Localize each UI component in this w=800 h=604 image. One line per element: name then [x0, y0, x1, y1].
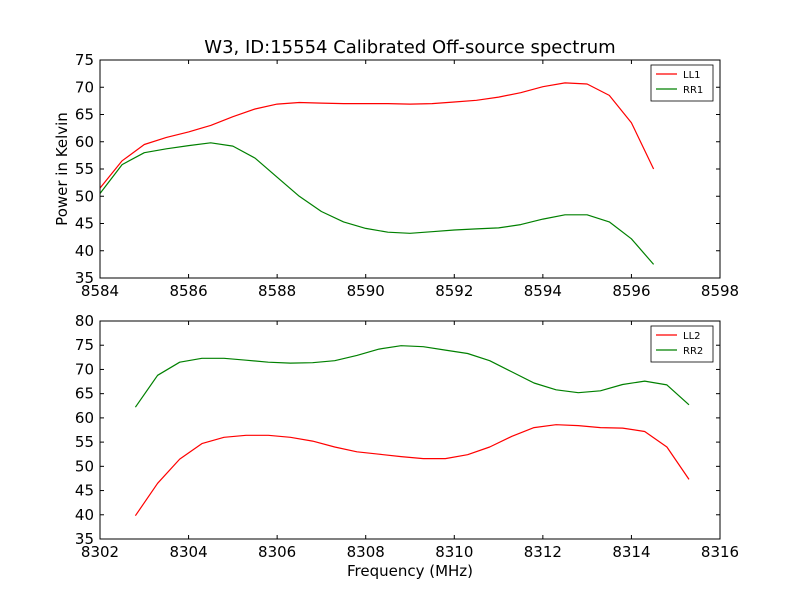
series-line-rr1	[100, 142, 655, 265]
y-tick-label: 40	[75, 242, 94, 260]
legend-box	[650, 325, 714, 363]
y-tick-label: 60	[75, 133, 94, 151]
y-tick-label: 60	[75, 409, 94, 427]
y-tick-label: 40	[75, 506, 94, 524]
y-axis-label: Power in Kelvin	[53, 112, 71, 226]
legend-box	[650, 64, 714, 102]
legend-label-ll1: LL1	[683, 70, 701, 81]
x-tick-label: 8590	[347, 282, 385, 300]
y-tick-label: 55	[75, 160, 94, 178]
y-tick-label: 65	[75, 385, 94, 403]
x-tick-label: 8314	[612, 543, 650, 561]
series-line-ll2	[134, 424, 690, 517]
series-group	[100, 82, 655, 265]
axes-frame	[99, 320, 721, 540]
x-tick-label: 8592	[435, 282, 473, 300]
panel-1: 8584 8586 8588 8590 8592 8594 8596 8598 35 40 45 50…	[53, 51, 739, 300]
series-group	[134, 345, 690, 517]
x-tick-label: 8308	[347, 543, 385, 561]
y-tick-label: 45	[75, 482, 94, 500]
x-tick-label: 8588	[258, 282, 296, 300]
y-tick-label: 35	[75, 530, 94, 548]
x-tick-label: 8598	[701, 282, 739, 300]
y-tick-label: 70	[75, 360, 94, 378]
y-tick-label: 35	[75, 269, 94, 287]
panels: 8584 8586 8588 8590 8592 8594 8596 8598 35 40 45 50…	[53, 51, 739, 561]
series-line-rr2	[134, 345, 690, 408]
legend-label-rr1: RR1	[683, 85, 703, 96]
y-tick-label: 80	[75, 312, 94, 330]
legend-label-ll2: LL2	[683, 331, 701, 342]
y-tick-label: 55	[75, 433, 94, 451]
y-tick-label: 45	[75, 215, 94, 233]
chart-title: W3, ID:15554 Calibrated Off-source spect…	[204, 37, 615, 58]
x-tick-label: 8306	[258, 543, 296, 561]
x-tick-label: 8312	[524, 543, 562, 561]
x-tick-label: 8310	[435, 543, 473, 561]
x-tick-label: 8304	[169, 543, 207, 561]
x-tick-label: 8584	[81, 282, 119, 300]
y-tick-label: 50	[75, 187, 94, 205]
y-tick-label: 75	[75, 336, 94, 354]
y-tick-label: 65	[75, 106, 94, 124]
x-tick-label: 8596	[612, 282, 650, 300]
y-tick-label: 70	[75, 78, 94, 96]
x-tick-label: 8302	[81, 543, 119, 561]
y-tick-label: 75	[75, 51, 94, 69]
x-axis-label: Frequency (MHz)	[347, 562, 473, 580]
axes-frame	[99, 59, 721, 279]
legend-label-rr2: RR2	[683, 346, 703, 357]
y-tick-label: 50	[75, 457, 94, 475]
x-tick-label: 8586	[169, 282, 207, 300]
x-tick-label: 8316	[701, 543, 739, 561]
panel-2: 8302 8304 8306 8308 8310 8312 8314 8316 35 40 45 50…	[75, 312, 739, 561]
series-line-ll1	[100, 82, 655, 189]
x-tick-label: 8594	[524, 282, 562, 300]
